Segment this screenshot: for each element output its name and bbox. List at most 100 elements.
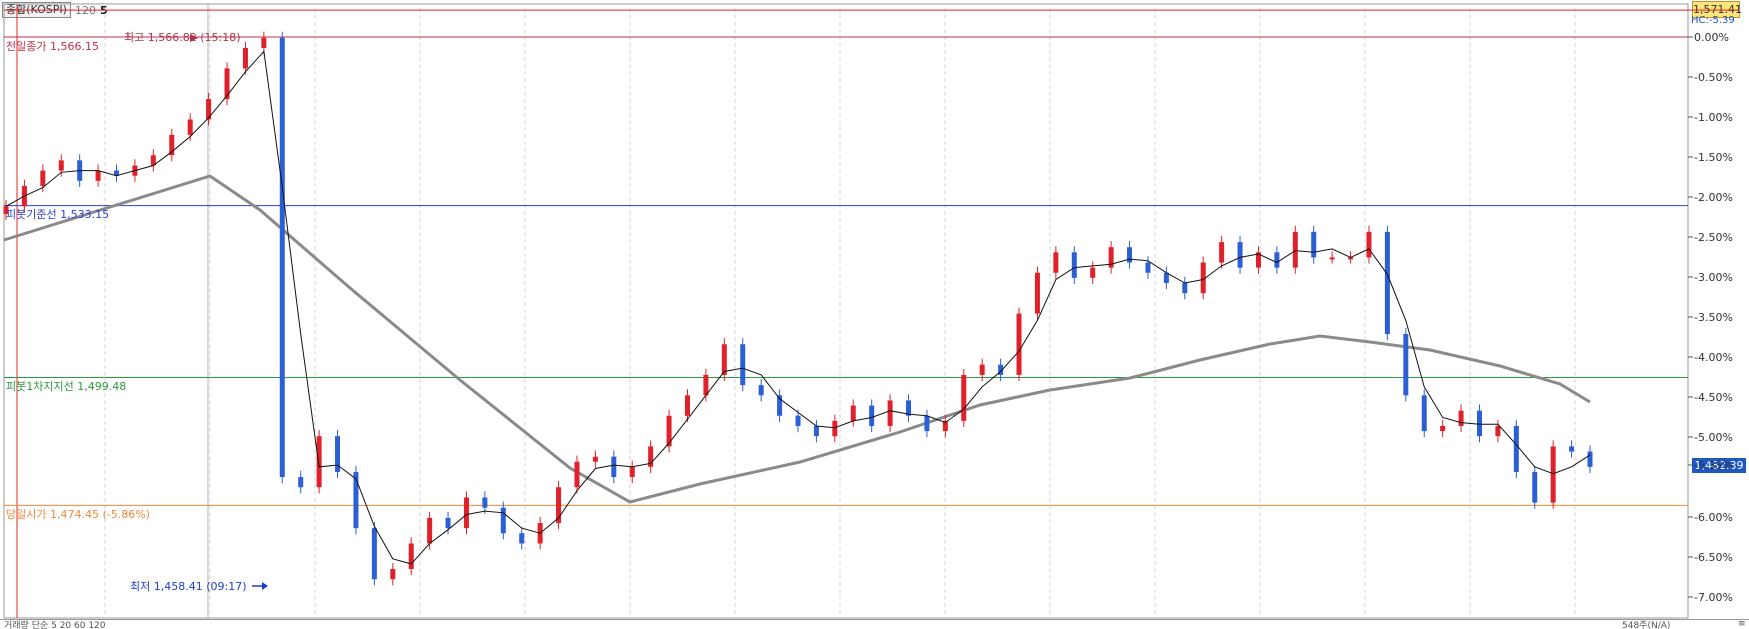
up-candle-body xyxy=(261,37,267,48)
up-candle-body xyxy=(1348,257,1354,260)
up-candle-body xyxy=(1495,425,1501,437)
y-axis-tick-label: -4.00% xyxy=(1694,351,1733,364)
down-candle-body xyxy=(371,528,377,580)
high-arrow-icon xyxy=(190,34,198,42)
down-candle-body xyxy=(1587,451,1593,467)
up-candle-body xyxy=(574,461,580,488)
down-candle-body xyxy=(924,415,930,432)
up-candle-body xyxy=(1090,267,1096,278)
y-axis-tick-label: -2.00% xyxy=(1694,191,1733,204)
down-candle-body xyxy=(519,533,525,544)
down-candle-body xyxy=(1421,395,1427,432)
fast-moving-average xyxy=(5,50,1591,565)
down-candle-body xyxy=(998,364,1004,375)
up-candle-body xyxy=(703,374,709,396)
volume-label: 거래량 단순 5 20 60 120 xyxy=(4,621,106,629)
up-candle-body xyxy=(721,344,727,375)
up-candle-body xyxy=(150,155,156,166)
up-candle-body xyxy=(427,517,433,544)
plot-frame xyxy=(3,3,1689,619)
up-candle-body xyxy=(666,415,672,447)
up-candle-body xyxy=(1440,425,1446,432)
up-candle-body xyxy=(408,543,414,570)
pivot-support1-label: 피봇1차지지선 1,499.48 xyxy=(6,380,126,393)
down-candle-body xyxy=(1569,446,1575,452)
y-axis-tick-label: -1.50% xyxy=(1694,151,1733,164)
up-candle-body xyxy=(1108,247,1114,268)
up-candle-body xyxy=(850,405,856,421)
down-candle-body xyxy=(795,415,801,426)
down-candle-body xyxy=(758,385,764,396)
settings-icon[interactable]: ≡ xyxy=(1738,619,1746,629)
down-candle-body xyxy=(482,497,488,508)
y-axis-tick-label: -7.00% xyxy=(1694,591,1733,604)
y-axis-tick-label: -3.00% xyxy=(1694,271,1733,284)
current-price-badge: 1,482.39 xyxy=(1692,458,1746,473)
y-axis-tick-label: -4.50% xyxy=(1694,391,1733,404)
down-candle-body xyxy=(1532,471,1538,503)
down-candle-body xyxy=(1127,247,1133,263)
up-candle-body xyxy=(887,400,893,426)
up-candle-body xyxy=(40,170,46,186)
up-candle-body xyxy=(316,436,322,488)
y-axis-tick-label: -0.50% xyxy=(1694,71,1733,84)
down-candle-body xyxy=(906,400,912,416)
down-candle-body xyxy=(1071,252,1077,278)
up-candle-body xyxy=(942,420,948,432)
up-candle-body xyxy=(1034,272,1040,314)
down-candle-body xyxy=(611,456,617,478)
down-candle-body xyxy=(500,507,506,534)
up-candle-body xyxy=(832,420,838,437)
high-label: 최고 1,566.82 (15:18) xyxy=(124,31,241,44)
down-candle-body xyxy=(353,471,359,529)
prev-close-label: 전일종가 1,566.15 xyxy=(6,39,99,53)
down-candle-body xyxy=(1163,272,1169,283)
volume-pane-header: 거래량 단순 5 20 60 120 548주(N/A) ≡ xyxy=(0,619,1749,629)
up-candle-body xyxy=(1255,252,1261,268)
up-candle-body xyxy=(1329,257,1335,260)
down-candle-body xyxy=(335,436,341,472)
up-candle-body xyxy=(206,99,212,120)
pivot-base-label: 피봇기준선 1,533.15 xyxy=(6,208,109,221)
down-candle-body xyxy=(740,344,746,386)
y-axis-tick-label: -5.35% xyxy=(1694,459,1733,472)
up-candle-body xyxy=(1053,252,1059,273)
down-candle-body xyxy=(114,170,120,176)
up-candle-body xyxy=(463,497,469,529)
up-candle-body xyxy=(1366,231,1372,258)
down-candle-body xyxy=(445,517,451,529)
up-candle-body xyxy=(1219,242,1225,263)
down-candle-body xyxy=(1237,242,1243,268)
down-candle-body xyxy=(1403,334,1409,396)
y-axis-tick-label: 0.00% xyxy=(1694,31,1729,44)
up-candle-body xyxy=(95,170,101,181)
up-candle-body xyxy=(629,466,635,478)
volume-unit-label: 548주(N/A) xyxy=(1622,621,1671,629)
y-axis-tick-label: -1.00% xyxy=(1694,111,1733,124)
up-candle-body xyxy=(592,456,598,462)
down-candle-body xyxy=(869,405,875,426)
up-candle-body xyxy=(390,569,396,580)
up-candle-body xyxy=(1458,410,1464,426)
up-candle-body xyxy=(961,374,967,421)
down-candle-body xyxy=(1182,282,1188,294)
y-axis-tick-label: -6.50% xyxy=(1694,551,1733,564)
up-candle-body xyxy=(684,395,690,416)
down-candle-body xyxy=(1311,231,1317,258)
up-candle-body xyxy=(3,206,9,214)
down-candle-body xyxy=(1513,425,1519,472)
up-candle-body xyxy=(979,364,985,375)
up-candle-body xyxy=(1292,231,1298,268)
down-candle-body xyxy=(813,425,819,437)
up-candle-body xyxy=(187,119,193,135)
low-arrow-icon xyxy=(262,582,268,590)
slow-moving-average xyxy=(3,174,1591,504)
y-axis-tick-label: -6.00% xyxy=(1694,511,1733,524)
up-candle-body xyxy=(169,134,175,156)
up-candle-body xyxy=(242,47,248,69)
up-candle-body xyxy=(1200,262,1206,294)
open-label: 당일시가 1,474.45 (-5.86%) xyxy=(6,507,150,521)
down-candle-body xyxy=(1476,410,1482,437)
down-candle-body xyxy=(1145,262,1151,273)
